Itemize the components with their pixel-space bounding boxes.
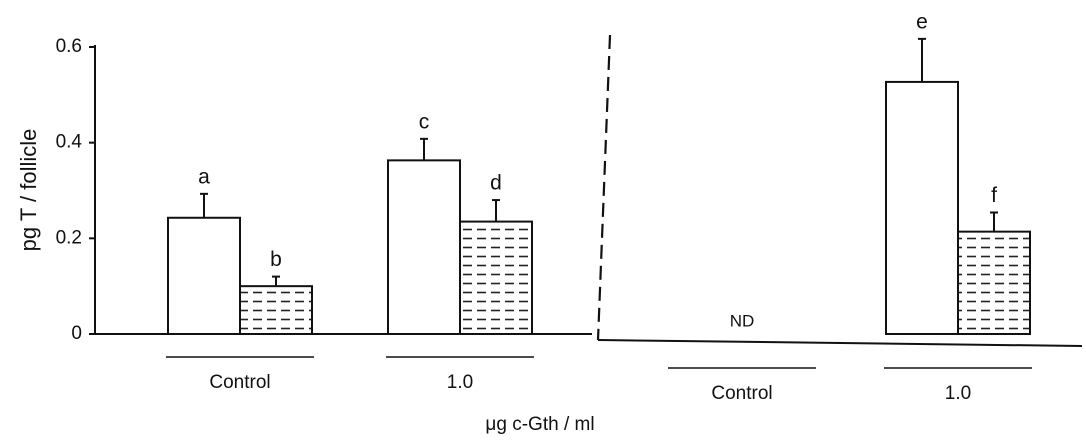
bar-letter: c bbox=[419, 110, 430, 133]
bar-letter: a bbox=[198, 165, 210, 188]
y-tick-label: 0.4 bbox=[56, 132, 83, 153]
y-tick-label: 0.2 bbox=[56, 227, 82, 248]
x-tick-label: 1.0 bbox=[447, 372, 473, 393]
bar bbox=[885, 80, 959, 335]
x-tick-label: Control bbox=[711, 383, 772, 404]
bar-letter: e bbox=[916, 10, 928, 33]
panel-divider bbox=[596, 34, 612, 341]
x-tick-label: Control bbox=[209, 372, 270, 393]
bar bbox=[167, 216, 241, 335]
y-tick-label: 0.6 bbox=[56, 36, 82, 57]
bar bbox=[239, 285, 313, 335]
bar bbox=[387, 159, 461, 335]
bar bbox=[957, 230, 1031, 336]
bar bbox=[459, 220, 533, 335]
y-axis-label: pg T / follicle bbox=[16, 129, 41, 252]
x-axis-right bbox=[597, 339, 1083, 347]
y-tick-label: 0 bbox=[71, 323, 82, 344]
x-tick-label: 1.0 bbox=[945, 383, 971, 404]
annotation: ND bbox=[730, 311, 755, 330]
x-axis-label: μg c-Gth / ml bbox=[485, 414, 594, 435]
bar-letter: b bbox=[270, 248, 282, 271]
bar-letter: d bbox=[490, 172, 502, 195]
bar-letter: f bbox=[991, 184, 997, 207]
